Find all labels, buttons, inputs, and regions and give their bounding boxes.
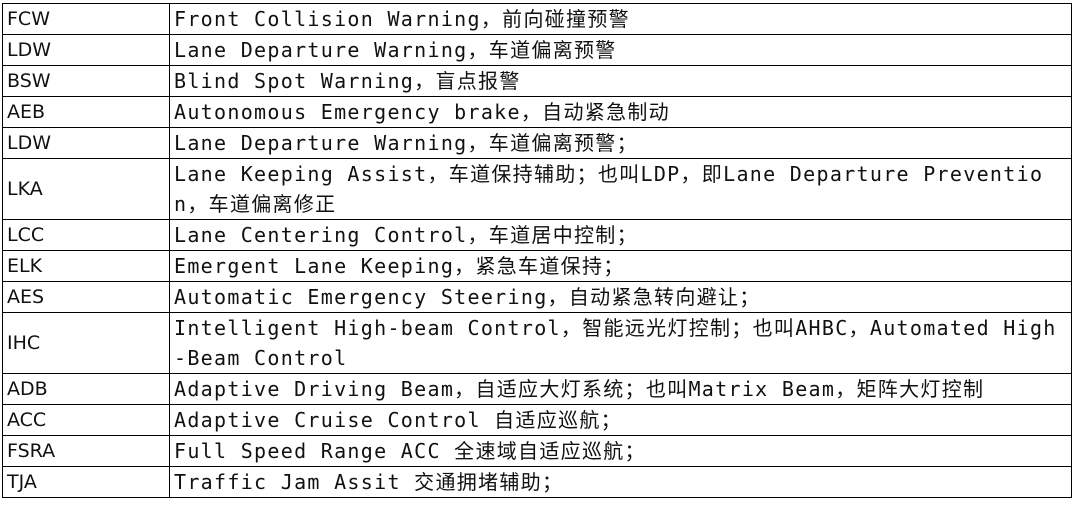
- abbreviation-cell: IHC: [2, 312, 170, 374]
- table-row: AEB Autonomous Emergency brake，自动紧急制动: [2, 96, 1072, 128]
- abbreviation-cell: FSRA: [2, 435, 170, 467]
- description-cell: Lane Keeping Assist，车道保持辅助；也叫LDP，即Lane D…: [169, 158, 1072, 220]
- table-body: FCW Front Collision Warning，前向碰撞预警 LDW Lane…: [2, 3, 1072, 498]
- table-row: LCC Lane Centering Control，车道居中控制；: [2, 219, 1072, 251]
- abbreviation-cell: TJA: [2, 466, 170, 498]
- description-cell: Emergent Lane Keeping，紧急车道保持；: [169, 250, 1072, 282]
- table-row: TJA Traffic Jam Assit 交通拥堵辅助；: [2, 466, 1072, 498]
- glossary-table: FCW Front Collision Warning，前向碰撞预警 LDW Lane…: [2, 3, 1072, 498]
- description-cell: Adaptive Driving Beam，自适应大灯系统；也叫Matrix B…: [169, 373, 1072, 405]
- table-row: ACC Adaptive Cruise Control 自适应巡航；: [2, 404, 1072, 436]
- abbreviation-cell: ELK: [2, 250, 170, 282]
- description-cell: Lane Departure Warning，车道偏离预警: [169, 34, 1072, 66]
- description-cell: Blind Spot Warning，盲点报警: [169, 65, 1072, 97]
- description-cell: Lane Centering Control，车道居中控制；: [169, 219, 1072, 251]
- table-row: FCW Front Collision Warning，前向碰撞预警: [2, 3, 1072, 35]
- abbreviation-cell: LKA: [2, 158, 170, 220]
- abbreviation-cell: ACC: [2, 404, 170, 436]
- abbreviation-cell: ADB: [2, 373, 170, 405]
- abbreviation-cell: AES: [2, 281, 170, 313]
- abbreviation-cell: LDW: [2, 34, 170, 66]
- table-row: ELK Emergent Lane Keeping，紧急车道保持；: [2, 250, 1072, 282]
- table-row: FSRA Full Speed Range ACC 全速域自适应巡航；: [2, 435, 1072, 467]
- abbreviation-cell: LDW: [2, 127, 170, 159]
- description-cell: Adaptive Cruise Control 自适应巡航；: [169, 404, 1072, 436]
- table-row: IHC Intelligent High-beam Control，智能远光灯控制…: [2, 312, 1072, 374]
- description-cell: Automatic Emergency Steering，自动紧急转向避让；: [169, 281, 1072, 313]
- description-cell: Autonomous Emergency brake，自动紧急制动: [169, 96, 1072, 128]
- abbreviation-cell: AEB: [2, 96, 170, 128]
- table-row: LDW Lane Departure Warning，车道偏离预警: [2, 34, 1072, 66]
- abbreviation-cell: LCC: [2, 219, 170, 251]
- table-row: ADB Adaptive Driving Beam，自适应大灯系统；也叫Matri…: [2, 373, 1072, 405]
- abbreviation-cell: BSW: [2, 65, 170, 97]
- description-cell: Intelligent High-beam Control，智能远光灯控制；也叫…: [169, 312, 1072, 374]
- description-cell: Lane Departure Warning，车道偏离预警；: [169, 127, 1072, 159]
- table-row: LKA Lane Keeping Assist，车道保持辅助；也叫LDP，即Lan…: [2, 158, 1072, 220]
- description-cell: Traffic Jam Assit 交通拥堵辅助；: [169, 466, 1072, 498]
- description-cell: Full Speed Range ACC 全速域自适应巡航；: [169, 435, 1072, 467]
- table-row: AES Automatic Emergency Steering，自动紧急转向避让…: [2, 281, 1072, 313]
- abbreviation-cell: FCW: [2, 3, 170, 35]
- table-row: LDW Lane Departure Warning，车道偏离预警；: [2, 127, 1072, 159]
- table-row: BSW Blind Spot Warning，盲点报警: [2, 65, 1072, 97]
- description-cell: Front Collision Warning，前向碰撞预警: [169, 3, 1072, 35]
